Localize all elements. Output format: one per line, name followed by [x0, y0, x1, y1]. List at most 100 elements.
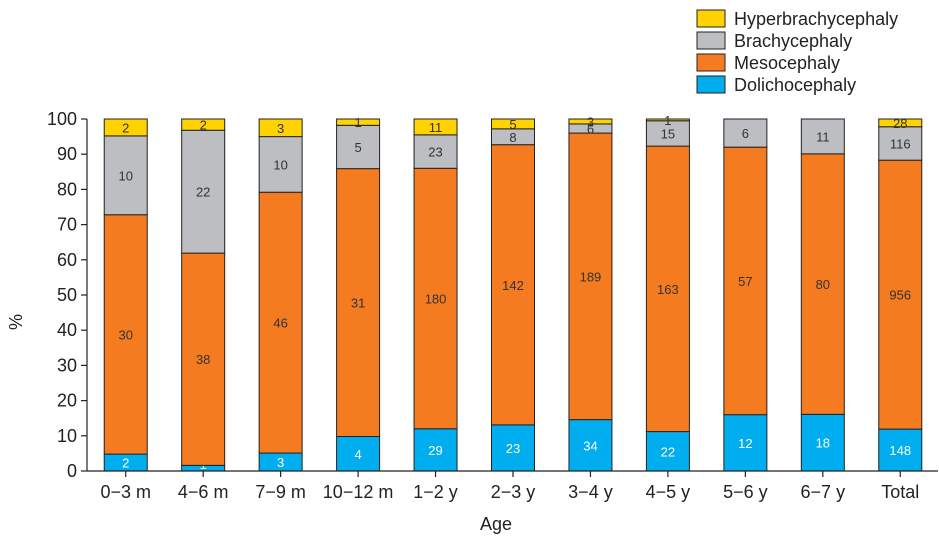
data-label: 3 — [277, 121, 284, 136]
bar-segment — [181, 129, 226, 254]
data-label: 23 — [506, 441, 520, 456]
x-tick-label: 10−12 m — [323, 482, 394, 502]
bar-segment — [336, 118, 381, 126]
x-axis-title: Age — [480, 514, 512, 534]
y-axis: 0 10 20 30 40 50 60 70 80 90 100 — [47, 109, 88, 481]
data-label: 38 — [196, 352, 210, 367]
bar-segment — [336, 168, 381, 438]
bar-segment — [878, 159, 923, 430]
data-label: 2 — [122, 456, 129, 471]
data-label: 956 — [889, 288, 911, 303]
data-label: 28 — [893, 116, 907, 131]
y-tick-label: 30 — [57, 355, 77, 375]
data-label: 10 — [118, 168, 132, 183]
data-label: 8 — [509, 130, 516, 145]
y-tick-label: 80 — [57, 179, 77, 199]
legend-swatch — [696, 53, 726, 72]
legend-swatch — [696, 31, 726, 50]
data-label: 31 — [351, 296, 365, 311]
legend-label: Mesocephaly — [734, 53, 840, 73]
bar-segment — [568, 132, 613, 421]
data-label: 3 — [277, 455, 284, 470]
data-label: 11 — [816, 129, 830, 144]
bar-segment — [878, 118, 923, 128]
bar-segment — [413, 167, 458, 430]
bar-segment — [181, 118, 226, 131]
y-tick-label: 70 — [57, 215, 77, 235]
data-label: 11 — [429, 120, 443, 135]
bar-segment — [491, 144, 535, 426]
data-label: 22 — [196, 185, 210, 200]
bar-segment — [723, 414, 768, 472]
x-tick-label: 5−6 y — [723, 482, 768, 502]
bar-segment — [568, 118, 613, 125]
bar-segment — [258, 136, 303, 193]
legend: HyperbrachycephalyBrachycephalyMesocepha… — [696, 9, 898, 95]
data-label: 22 — [661, 444, 675, 459]
x-tick-label: Total — [881, 482, 919, 502]
bar-segment — [800, 118, 845, 155]
bar-segment — [645, 118, 690, 122]
data-label: 163 — [657, 282, 679, 297]
data-label: 57 — [738, 274, 752, 289]
data-label: 148 — [889, 443, 911, 458]
data-label: 5 — [509, 117, 516, 132]
data-label: 29 — [428, 443, 442, 458]
data-label: 2 — [200, 118, 207, 133]
x-tick-label: 0−3 m — [100, 482, 151, 502]
y-tick-label: 20 — [57, 391, 77, 411]
data-label: 80 — [816, 277, 830, 292]
data-label: 6 — [742, 126, 749, 141]
legend-label: Dolichocephaly — [734, 75, 856, 95]
y-tick-label: 0 — [67, 461, 77, 481]
y-axis-title: % — [6, 314, 26, 330]
data-label: 10 — [273, 157, 287, 172]
data-label: 1 — [664, 113, 671, 128]
x-tick-label: 1−2 y — [413, 482, 458, 502]
x-tick-label: 4−6 m — [178, 482, 229, 502]
y-tick-label: 40 — [57, 320, 77, 340]
bar-segment — [181, 252, 226, 466]
legend-swatch — [696, 9, 726, 28]
data-label: 142 — [502, 278, 524, 293]
data-label: 6 — [587, 122, 594, 137]
data-label: 5 — [354, 140, 361, 155]
y-tick-label: 100 — [47, 109, 77, 129]
bar-segment — [103, 214, 148, 455]
x-tick-label: 3−4 y — [568, 482, 613, 502]
bars: 2301021382223461034315129180231123142853… — [103, 113, 923, 472]
x-tick-label: 7−9 m — [255, 482, 306, 502]
bar-segment — [413, 118, 458, 136]
bar-segment — [103, 135, 148, 216]
legend-label: Hyperbrachycephaly — [734, 9, 898, 29]
bar-segment — [103, 118, 148, 137]
x-tick-label: 6−7 y — [801, 482, 846, 502]
bar-segment — [723, 146, 768, 416]
y-tick-label: 50 — [57, 285, 77, 305]
bar-segment — [723, 118, 768, 148]
data-label: 18 — [816, 436, 830, 451]
y-tick-label: 60 — [57, 250, 77, 270]
data-label: 3 — [587, 114, 594, 129]
data-label: 1 — [354, 115, 361, 130]
data-label: 2 — [122, 120, 129, 135]
y-tick-label: 10 — [57, 426, 77, 446]
data-label: 23 — [428, 145, 442, 160]
bar-segment — [258, 118, 303, 138]
x-tick-label: 4−5 y — [646, 482, 691, 502]
legend-label: Brachycephaly — [734, 31, 852, 51]
data-label: 15 — [661, 126, 675, 141]
y-tick-label: 90 — [57, 144, 77, 164]
bar-segment — [413, 134, 458, 169]
data-label: 116 — [890, 136, 911, 151]
data-label: 46 — [273, 316, 287, 331]
data-label: 180 — [425, 292, 447, 307]
data-label: 34 — [583, 438, 597, 453]
bar-segment — [491, 118, 535, 130]
bar-segment — [491, 424, 535, 472]
x-axis: 0−3 m 4−6 m 7−9 m 10−12 m 1−2 y 2−3 y 3−4 y 4−5… — [87, 470, 938, 502]
bar-segment — [336, 124, 381, 170]
data-label: 189 — [580, 269, 602, 284]
bar-segment — [645, 145, 690, 433]
